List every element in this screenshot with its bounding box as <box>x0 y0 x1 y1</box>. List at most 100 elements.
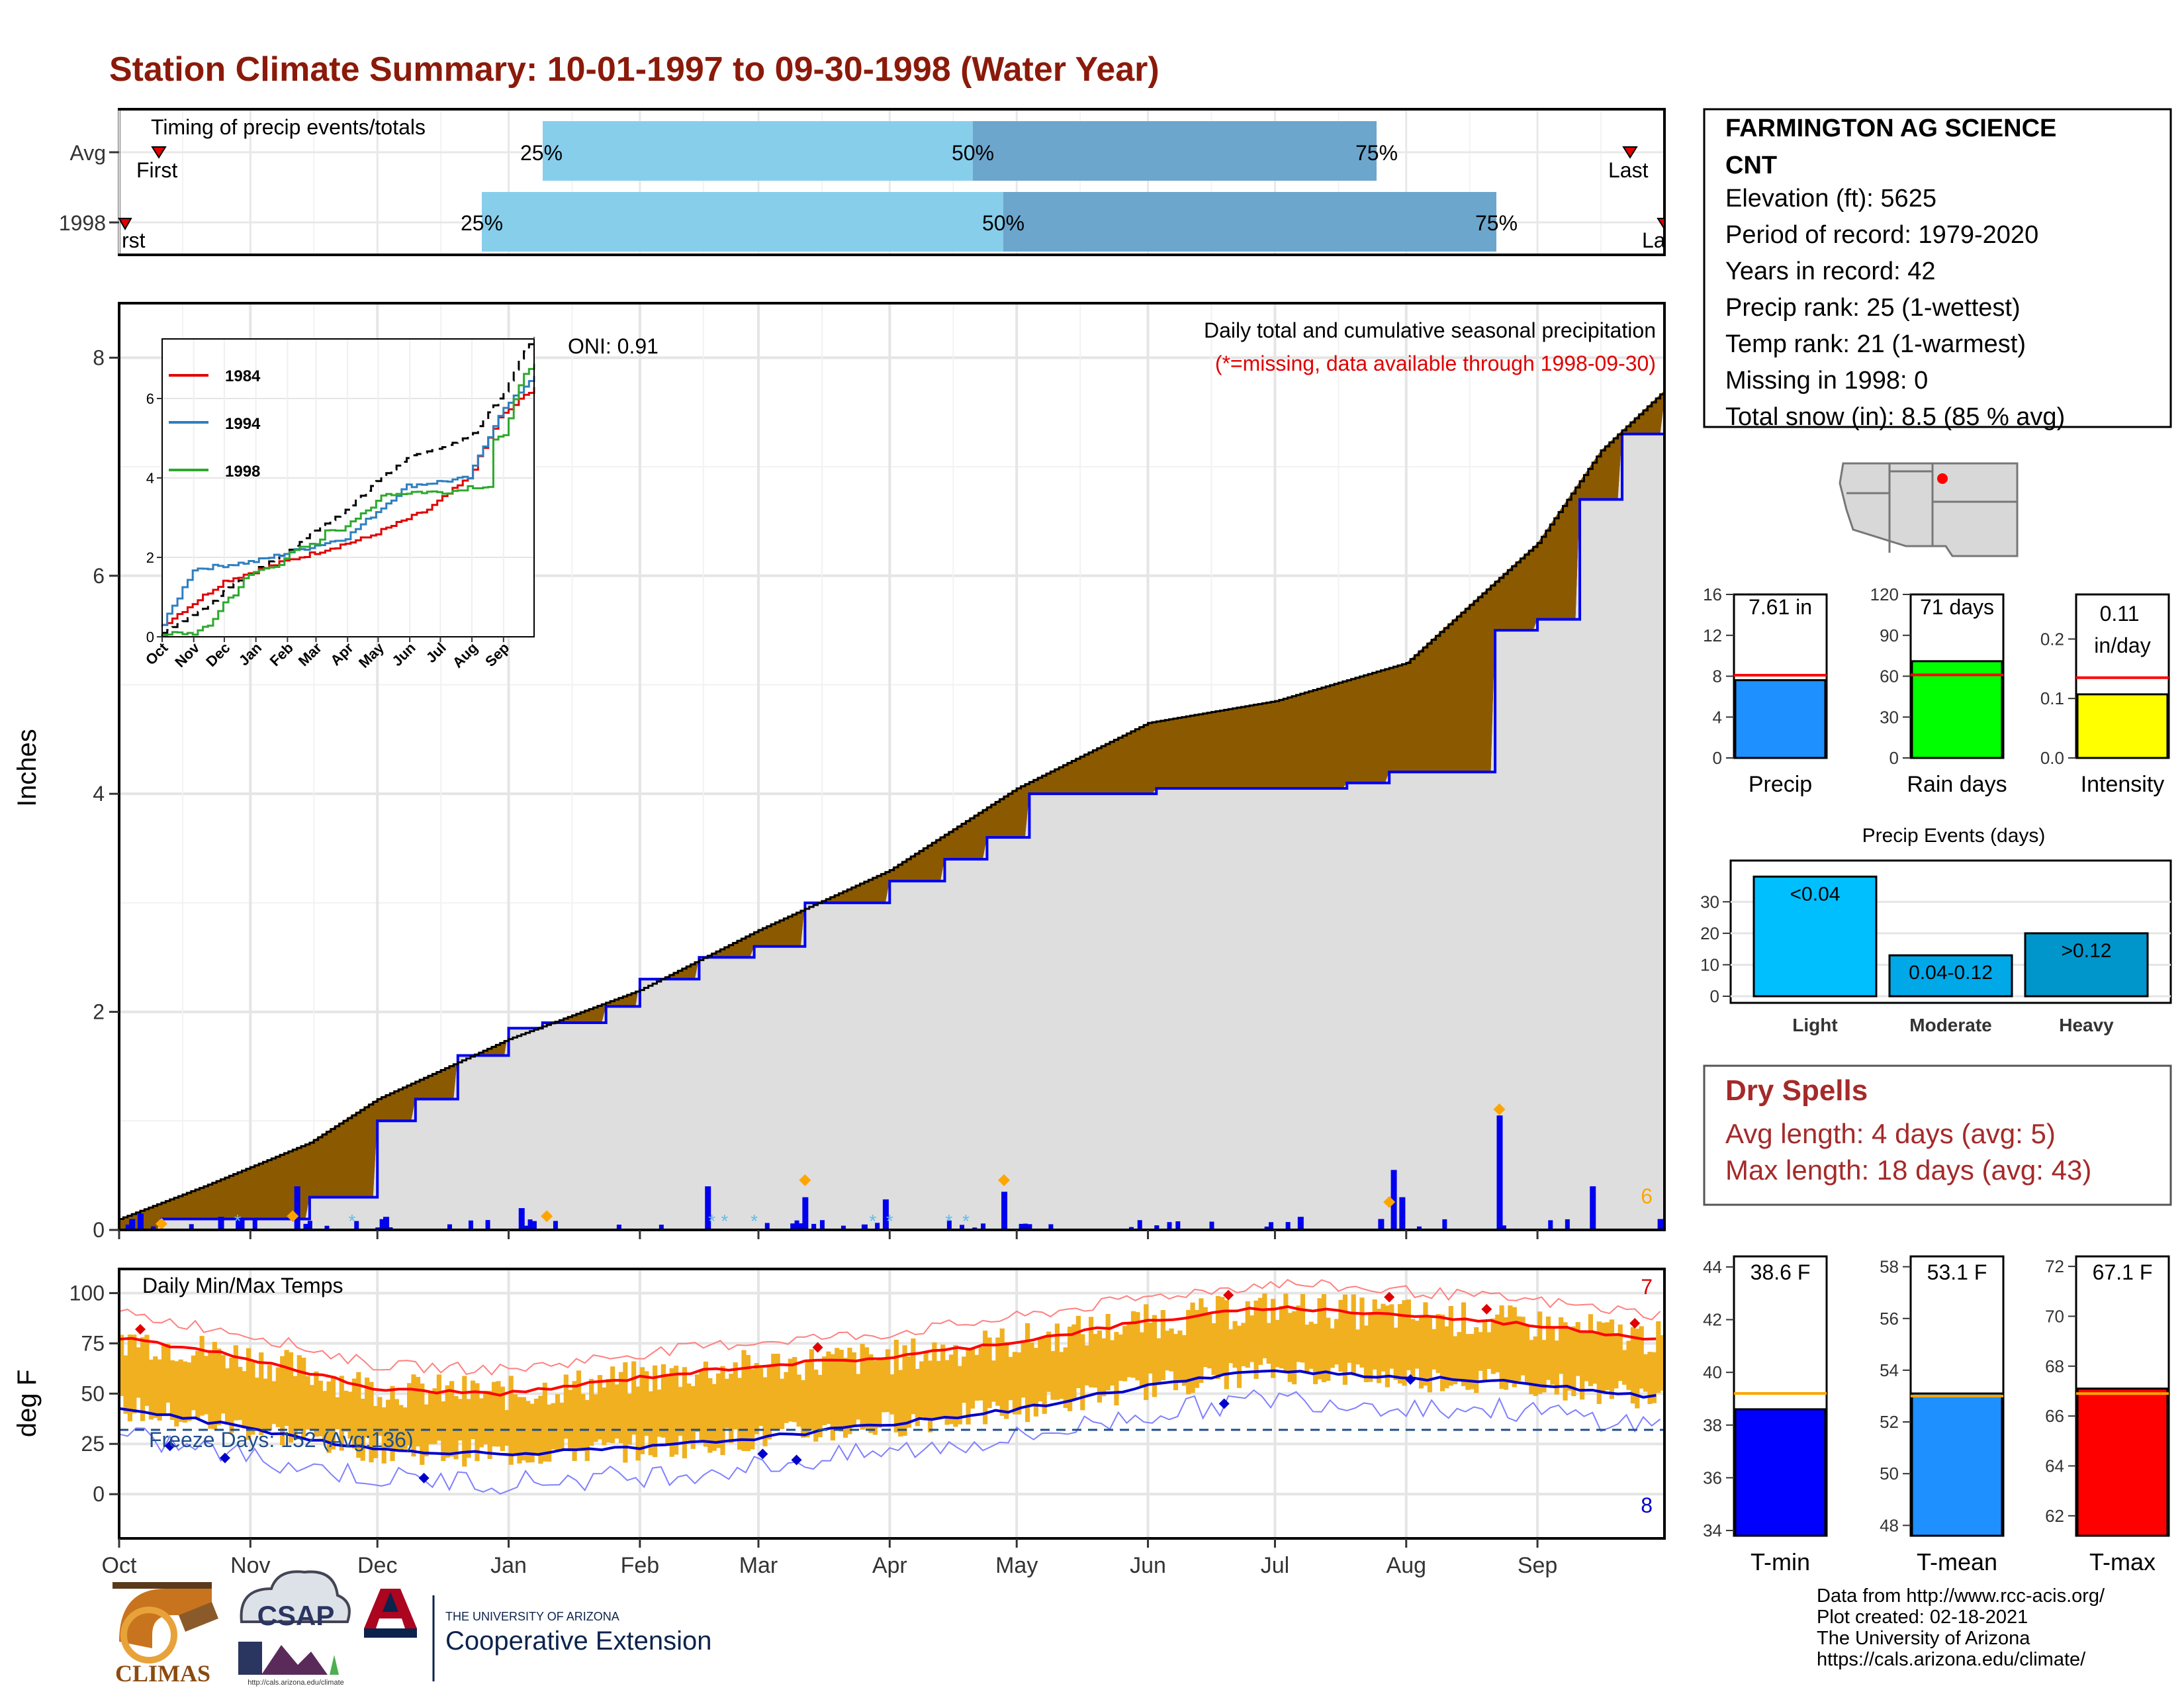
daily-temp-bar <box>1215 1295 1221 1380</box>
daily-temp-bar <box>1596 1321 1602 1404</box>
snow-marker <box>1383 1196 1396 1208</box>
daily-temp-bar <box>796 1374 801 1427</box>
daily-temp-bar <box>572 1381 577 1462</box>
daily-precip-bar <box>1027 1224 1032 1230</box>
temp-bar-tick-label: 34 <box>1703 1521 1722 1540</box>
daily-precip-bar <box>125 1224 130 1230</box>
record-high-marker <box>1481 1303 1492 1315</box>
daily-temp-bar <box>296 1355 302 1431</box>
daily-temp-bar <box>1545 1316 1551 1380</box>
daily-precip-bar <box>137 1213 144 1230</box>
daily-temp-bar <box>390 1385 395 1462</box>
daily-temp-bar <box>957 1366 962 1425</box>
daily-precip-bar <box>1378 1219 1385 1230</box>
record-low-marker <box>757 1448 768 1460</box>
daily-temp-bar <box>1575 1322 1580 1376</box>
station-location-marker <box>1937 473 1948 484</box>
csap-text: CSAP <box>257 1600 335 1631</box>
daily-precip-bar <box>303 1223 308 1230</box>
daily-temp-bar <box>842 1358 848 1438</box>
daily-temp-bar <box>1461 1302 1467 1386</box>
daily-temp-bar <box>1486 1332 1492 1370</box>
record-low-marker <box>219 1452 230 1464</box>
record-high-marker <box>812 1342 823 1353</box>
rain-days-mini-label: Rain days <box>1907 772 2007 797</box>
daily-temp-bar <box>504 1410 510 1446</box>
rain-days-value: 71 days <box>1920 595 1994 619</box>
month-label: Feb <box>621 1553 660 1578</box>
daily-temp-bar <box>250 1362 255 1435</box>
daily-temp-bar <box>864 1347 870 1429</box>
daily-precip-bar <box>1019 1223 1024 1230</box>
daily-temp-bar <box>940 1344 946 1417</box>
tmax-label: T-max <box>2089 1548 2156 1575</box>
daily-temp-bar <box>280 1356 285 1446</box>
daily-precip-bar <box>1154 1225 1160 1230</box>
daily-temp-bar <box>1300 1293 1306 1363</box>
daily-temp-bar <box>322 1391 328 1442</box>
temp-ylabel: deg F <box>13 1370 42 1437</box>
avg-q1-bar <box>543 121 973 181</box>
daily-precip-bar <box>379 1219 385 1230</box>
daily-temp-bar <box>1334 1319 1340 1365</box>
y1998-p25: 25% <box>461 211 503 235</box>
daily-temp-bar <box>1292 1311 1297 1385</box>
mini-bar-tick-label: 60 <box>1880 667 1899 686</box>
mini-bar-tick-label: 90 <box>1880 626 1899 645</box>
daily-precip-bar <box>1442 1219 1447 1230</box>
daily-temp-bar <box>669 1368 674 1457</box>
daily-precip-bar <box>1048 1224 1054 1230</box>
daily-temp-bar <box>593 1394 598 1442</box>
temp-bar-tick-label: 54 <box>1880 1360 1899 1380</box>
daily-temp-bar <box>690 1385 696 1449</box>
daily-temp-bar <box>817 1374 823 1438</box>
daily-temp-bar <box>1075 1315 1081 1389</box>
daily-temp-bar <box>169 1360 175 1420</box>
daily-temp-bar <box>1389 1304 1394 1369</box>
daily-temp-bar <box>1101 1338 1107 1397</box>
event-tick-label: 10 <box>1700 955 1719 974</box>
daily-temp-bar <box>1139 1332 1144 1387</box>
temp-y-tick-label: 25 <box>81 1432 105 1456</box>
inset-y-tick-label: 4 <box>146 470 154 487</box>
daily-temp-bar <box>525 1401 531 1463</box>
daily-temp-bar <box>229 1357 234 1433</box>
precip-y-tick-label: 4 <box>93 782 105 806</box>
daily-temp-bar <box>246 1348 251 1440</box>
daily-temp-bar <box>703 1361 709 1447</box>
daily-temp-bar <box>1207 1313 1212 1369</box>
daily-temp-bar <box>1228 1329 1234 1364</box>
daily-temp-bar <box>1114 1332 1119 1406</box>
daily-temp-bar <box>436 1374 441 1441</box>
daily-temp-bar <box>1203 1307 1208 1368</box>
daily-temp-bar <box>1271 1299 1276 1378</box>
missing-marker: * <box>869 1211 876 1231</box>
daily-temp-bar <box>457 1399 463 1441</box>
daily-temp-bar <box>1093 1334 1098 1388</box>
daily-temp-bar <box>1275 1320 1280 1368</box>
event-bar <box>1888 954 2013 998</box>
mini-bar-labels: 7.61 in Precip 71 days Rain days 0.11 in… <box>1749 595 2165 797</box>
daily-temp-bar <box>208 1352 213 1429</box>
daily-temp-bar <box>402 1407 408 1449</box>
daily-temp-bar <box>1338 1299 1343 1372</box>
avg-min-line <box>118 1369 1657 1456</box>
record-high-marker <box>1629 1318 1641 1329</box>
daily-temp-bar <box>1126 1321 1132 1378</box>
daily-temp-bar <box>589 1378 594 1446</box>
daily-temp-bar <box>872 1360 878 1435</box>
daily-temp-bar <box>496 1381 501 1447</box>
daily-temp-bar <box>686 1383 692 1441</box>
mini-bar-value <box>2076 693 2169 759</box>
daily-temp-bar <box>741 1350 747 1452</box>
daily-temp-bar <box>165 1343 171 1403</box>
daily-temp-bar <box>902 1345 907 1436</box>
daily-temp-bar <box>309 1385 315 1430</box>
daily-temp-bar <box>733 1362 738 1430</box>
daily-precip-bar <box>307 1221 312 1230</box>
daily-precip-bar <box>803 1225 808 1230</box>
daily-temp-bar <box>335 1397 340 1430</box>
temp-title: Daily Min/Max Temps <box>142 1274 343 1297</box>
temp-bar-tick-label: 50 <box>1880 1464 1899 1483</box>
daily-temp-bar <box>1630 1327 1636 1404</box>
